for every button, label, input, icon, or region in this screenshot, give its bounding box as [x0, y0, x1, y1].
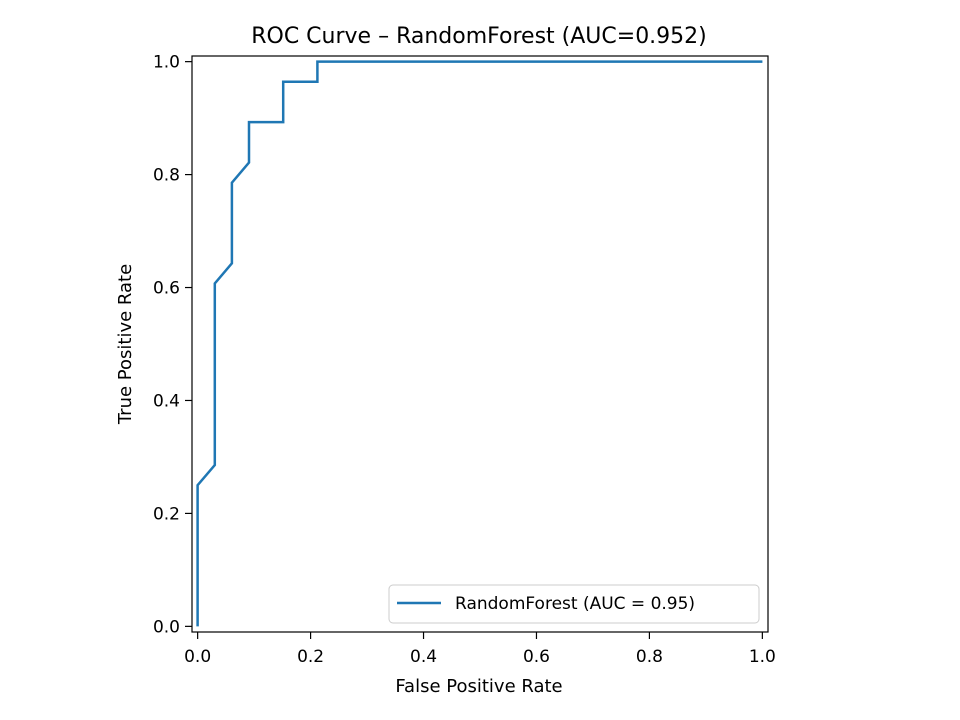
x-tick-label: 1.0 — [749, 647, 776, 667]
x-axis: 0.0 0.2 0.4 0.6 0.8 1.0 — [184, 632, 776, 667]
y-axis-label: True Positive Rate — [115, 264, 136, 425]
plot-area: 0.0 0.2 0.4 0.6 0.8 1.0 0.0 0.2 0.4 0.6 0.8 1.0 — [153, 53, 776, 667]
y-tick-label: 0.0 — [153, 617, 180, 637]
x-tick-label: 0.6 — [523, 647, 550, 667]
y-tick-label: 0.2 — [153, 504, 180, 524]
series-layer — [196, 60, 763, 627]
plot-frame — [191, 55, 769, 633]
y-axis: 0.0 0.2 0.4 0.6 0.8 1.0 — [153, 53, 192, 637]
legend-label: RandomForest (AUC = 0.95) — [455, 594, 695, 614]
legend-box — [388, 584, 760, 624]
y-tick-label: 0.6 — [153, 279, 180, 299]
y-tick-label: 0.8 — [153, 166, 180, 186]
y-tick-label: 1.0 — [153, 53, 180, 73]
x-axis-label: False Positive Rate — [395, 676, 562, 697]
x-tick-label: 0.8 — [636, 647, 663, 667]
x-tick-label: 0.2 — [297, 647, 324, 667]
x-tick-label: 0.0 — [184, 647, 211, 667]
legend: RandomForest (AUC = 0.95) — [388, 584, 760, 624]
roc-curve-line — [196, 60, 763, 627]
x-tick-label: 0.4 — [410, 647, 437, 667]
y-tick-label: 0.4 — [153, 391, 180, 411]
chart-title: ROC Curve – RandomForest (AUC=0.952) — [251, 24, 707, 49]
